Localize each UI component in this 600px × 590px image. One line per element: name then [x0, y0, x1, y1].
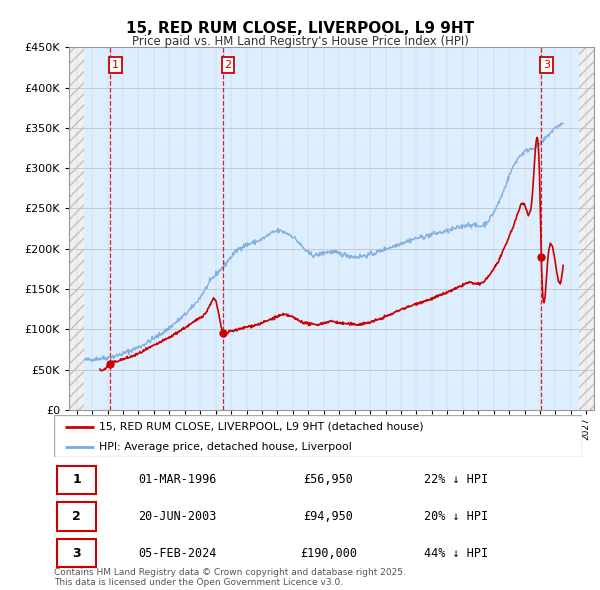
- Text: 44% ↓ HPI: 44% ↓ HPI: [424, 546, 488, 560]
- Bar: [69, 47, 85, 410]
- Text: £56,950: £56,950: [304, 473, 353, 487]
- Text: 2: 2: [72, 510, 81, 523]
- Text: 15, RED RUM CLOSE, LIVERPOOL, L9 9HT: 15, RED RUM CLOSE, LIVERPOOL, L9 9HT: [126, 21, 474, 35]
- Text: Contains HM Land Registry data © Crown copyright and database right 2025.
This d: Contains HM Land Registry data © Crown c…: [54, 568, 406, 587]
- Text: £190,000: £190,000: [300, 546, 357, 560]
- Text: £94,950: £94,950: [304, 510, 353, 523]
- Text: 05-FEB-2024: 05-FEB-2024: [139, 546, 217, 560]
- FancyBboxPatch shape: [56, 539, 96, 567]
- FancyBboxPatch shape: [56, 466, 96, 494]
- Text: 20% ↓ HPI: 20% ↓ HPI: [424, 510, 488, 523]
- Text: 1: 1: [112, 60, 119, 70]
- Text: 20-JUN-2003: 20-JUN-2003: [139, 510, 217, 523]
- Text: 22% ↓ HPI: 22% ↓ HPI: [424, 473, 488, 487]
- Text: 01-MAR-1996: 01-MAR-1996: [139, 473, 217, 487]
- Bar: [578, 47, 594, 410]
- Text: Price paid vs. HM Land Registry's House Price Index (HPI): Price paid vs. HM Land Registry's House …: [131, 35, 469, 48]
- Text: 3: 3: [72, 546, 81, 560]
- Text: 1: 1: [72, 473, 81, 487]
- Text: HPI: Average price, detached house, Liverpool: HPI: Average price, detached house, Live…: [99, 442, 352, 451]
- Text: 15, RED RUM CLOSE, LIVERPOOL, L9 9HT (detached house): 15, RED RUM CLOSE, LIVERPOOL, L9 9HT (de…: [99, 422, 424, 432]
- FancyBboxPatch shape: [56, 503, 96, 530]
- Text: 2: 2: [224, 60, 232, 70]
- Text: 3: 3: [543, 60, 550, 70]
